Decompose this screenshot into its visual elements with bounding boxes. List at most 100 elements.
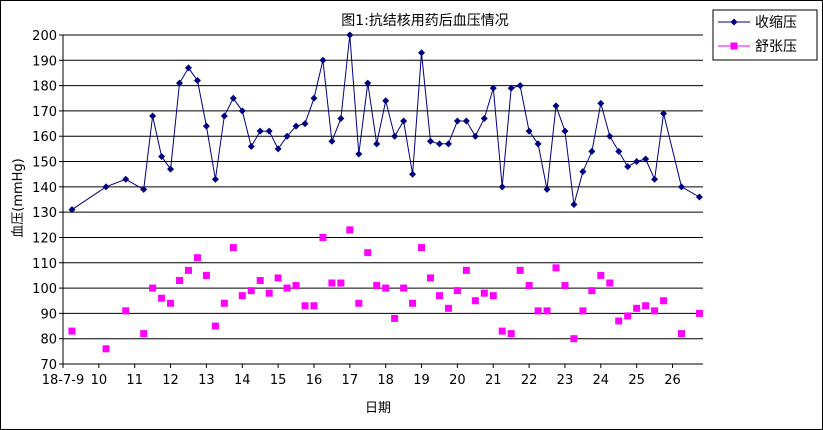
x-tick-label: 23 — [557, 373, 574, 388]
data-point-diastolic — [642, 302, 649, 309]
legend: 收缩压 舒张压 — [713, 10, 817, 60]
x-tick-label: 21 — [485, 373, 502, 388]
data-point-diastolic — [373, 282, 380, 289]
data-point-diastolic — [561, 282, 568, 289]
data-point-diastolic — [490, 292, 497, 299]
x-tick-label: 11 — [126, 373, 143, 388]
data-point-diastolic — [526, 282, 533, 289]
chart-title: 图1:抗结核用药后血压情况 — [341, 13, 509, 29]
legend-label-systolic: 收缩压 — [755, 15, 797, 31]
data-point-diastolic — [696, 310, 703, 317]
data-point-systolic — [418, 49, 425, 56]
data-point-diastolic — [427, 274, 434, 281]
data-point-diastolic — [337, 280, 344, 287]
x-tick-label: 25 — [628, 373, 645, 388]
x-tick-label: 12 — [162, 373, 179, 388]
data-point-diastolic — [535, 307, 542, 314]
data-point-diastolic — [355, 300, 362, 307]
data-point-systolic — [678, 183, 685, 190]
data-point-diastolic — [364, 249, 371, 256]
data-point-diastolic — [212, 323, 219, 330]
data-point-diastolic — [302, 302, 309, 309]
x-tick-label: 13 — [198, 373, 215, 388]
data-point-diastolic — [194, 254, 201, 261]
y-tick-label: 130 — [32, 206, 57, 221]
data-point-systolic — [552, 102, 559, 109]
data-point-systolic — [355, 150, 362, 157]
data-point-diastolic — [203, 272, 210, 279]
data-point-diastolic — [140, 330, 147, 337]
data-point-diastolic — [615, 317, 622, 324]
data-point-diastolic — [436, 292, 443, 299]
y-tick-label: 120 — [32, 231, 57, 246]
y-tick-label: 190 — [32, 54, 57, 69]
y-tick-label: 90 — [40, 307, 57, 322]
data-point-systolic — [103, 183, 110, 190]
data-point-systolic — [239, 107, 246, 114]
data-point-diastolic — [651, 307, 658, 314]
x-tick-label: 16 — [306, 373, 323, 388]
data-point-systolic — [400, 118, 407, 125]
data-point-diastolic — [293, 282, 300, 289]
data-point-diastolic — [319, 234, 326, 241]
x-tick-label: 10 — [91, 373, 108, 388]
data-point-systolic — [409, 171, 416, 178]
y-tick-label: 80 — [40, 333, 57, 348]
data-point-diastolic — [400, 285, 407, 292]
data-point-systolic — [633, 158, 640, 165]
data-point-diastolic — [678, 330, 685, 337]
data-point-systolic — [427, 138, 434, 145]
x-tick-label: 14 — [234, 373, 251, 388]
data-point-diastolic — [445, 305, 452, 312]
data-point-diastolic — [391, 315, 398, 322]
data-point-diastolic — [257, 277, 264, 284]
series-lines — [72, 35, 699, 210]
y-axis-label: 血压(mmHg) — [11, 158, 26, 238]
x-tick-label: 18-7-9 — [42, 373, 84, 388]
data-point-diastolic — [418, 244, 425, 251]
x-tick-labels: 18-7-9 10 11 12 13 14 15 16 17 18 19 20 21 22 23 24 25 26 — [42, 373, 681, 388]
data-point-diastolic — [508, 330, 515, 337]
axes — [59, 35, 703, 368]
data-point-systolic — [328, 138, 335, 145]
y-tick-label: 140 — [32, 181, 57, 196]
data-point-diastolic — [68, 328, 75, 335]
data-point-systolic — [624, 163, 631, 170]
data-point-systolic — [579, 168, 586, 175]
y-tick-label: 160 — [32, 130, 57, 145]
data-point-diastolic — [624, 312, 631, 319]
data-point-diastolic — [499, 328, 506, 335]
data-point-systolic — [517, 82, 524, 89]
data-point-systolic — [319, 57, 326, 64]
x-tick-label: 18 — [377, 373, 394, 388]
data-point-diastolic — [570, 335, 577, 342]
y-tick-label: 170 — [32, 105, 57, 120]
data-point-systolic — [696, 193, 703, 200]
data-point-diastolic — [588, 287, 595, 294]
data-point-systolic — [203, 123, 210, 130]
data-point-systolic — [561, 128, 568, 135]
data-point-systolic — [472, 133, 479, 140]
data-point-diastolic — [346, 226, 353, 233]
data-point-diastolic — [633, 305, 640, 312]
data-point-systolic — [302, 120, 309, 127]
x-tick-label: 22 — [521, 373, 538, 388]
data-point-systolic — [275, 145, 282, 152]
data-point-systolic — [257, 128, 264, 135]
data-point-systolic — [570, 201, 577, 208]
data-point-diastolic — [472, 297, 479, 304]
data-point-systolic — [212, 176, 219, 183]
data-point-diastolic — [230, 244, 237, 251]
data-point-diastolic — [158, 295, 165, 302]
data-point-systolic — [499, 183, 506, 190]
x-tick-label: 26 — [664, 373, 681, 388]
data-point-systolic — [337, 115, 344, 122]
x-axis-label: 日期 — [365, 401, 391, 416]
x-tick-label: 19 — [413, 373, 430, 388]
x-tick-label: 20 — [449, 373, 466, 388]
data-point-diastolic — [284, 285, 291, 292]
data-point-systolic — [597, 100, 604, 107]
data-point-systolic — [346, 32, 353, 39]
data-point-systolic — [149, 112, 156, 119]
